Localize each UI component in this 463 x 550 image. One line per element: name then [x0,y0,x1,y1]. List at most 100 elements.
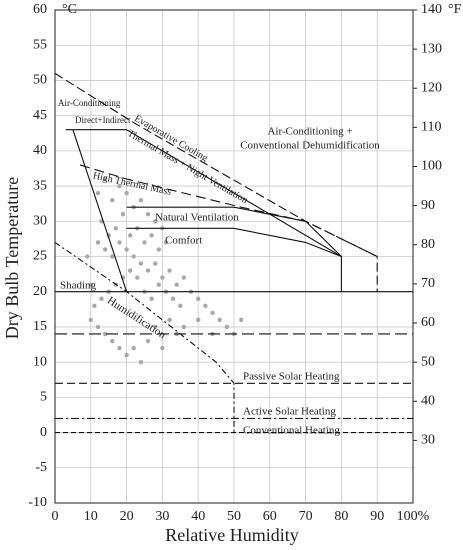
data-point [95,324,101,330]
zone-label: Active Solar Heating [243,406,336,418]
y2-tick-label: 100 [421,159,442,174]
data-point [224,324,230,330]
y-tick-label: 25 [33,249,47,264]
x-tick-label: 70 [299,509,313,524]
x-tick-label: 10 [84,509,98,524]
y2-tick-label: 110 [421,120,441,135]
y-tick-label: 40 [33,143,47,158]
x-tick-label: 40 [191,509,205,524]
data-point [163,240,169,245]
data-point [127,233,133,238]
zone-boundary [72,129,128,292]
data-point [95,190,101,196]
y2-tick-label: 40 [421,393,435,408]
data-point [117,240,122,245]
data-point [131,345,136,351]
data-point [124,247,129,252]
zone-label: Direct+Indirect [75,115,131,125]
data-point [196,317,201,323]
zone-boundary [65,129,342,292]
data-point [203,303,208,308]
data-point [153,219,158,224]
x-tick-label: 50 [227,509,241,524]
x-tick-label: 20 [120,509,134,524]
x-tick-label: 30 [155,509,169,524]
data-point [95,240,101,245]
data-point [145,212,151,217]
y2-tick-label: 70 [421,276,435,291]
y-tick-label: 60 [33,2,47,17]
data-point [149,233,154,238]
zone-boundary [54,241,235,433]
data-point [142,240,147,245]
y-tick-label: -10 [28,495,47,510]
data-point [145,338,151,344]
data-point [88,282,94,287]
y2-tick-label: 30 [421,433,435,448]
y-tick-label: 15 [33,319,47,334]
data-point [117,183,122,189]
data-point [124,190,129,196]
data-point [102,331,108,337]
data-point [167,268,172,273]
y2-tick-label: 80 [421,237,435,252]
data-point [102,247,108,252]
zone-label: Shading [60,280,97,292]
zone-label: Air-Conditioning + [267,126,352,138]
data-point [156,282,162,287]
data-point [113,226,119,231]
y2-tick-label: 90 [421,198,435,213]
x-axis-label: Relative Humidity [165,525,298,545]
zone-label: Air-Conditioning [58,98,121,108]
y-axis-label: Dry Bulb Temperature [2,177,22,339]
data-point [238,317,244,323]
data-point [181,275,187,280]
data-point [217,317,222,323]
y2-tick-label: 140 [421,2,442,17]
x-tick-label: 60 [263,509,277,524]
y-tick-label: 50 [33,73,47,88]
data-point [117,345,122,351]
data-point [138,197,144,203]
data-point [145,268,151,273]
data-point [110,338,115,344]
y-tick-label: 10 [33,354,47,369]
plot-frame [54,9,414,504]
data-point [174,282,179,287]
data-point [127,268,133,273]
data-point [153,324,158,330]
y-tick-label: 0 [40,425,47,440]
zone-boundary [126,206,342,257]
data-point [92,303,97,308]
data-point [124,352,129,358]
y2-tick-label: 120 [421,80,442,95]
zone-label: Natural Ventilation [155,212,239,224]
y2-tick-label: 50 [421,354,435,369]
data-point [138,261,144,266]
data-point [181,324,187,330]
data-point [196,296,201,301]
data-point [99,296,104,301]
x-tick-label: 0 [52,509,59,524]
zone-boundary [79,164,378,257]
y2-unit: °F [448,2,462,17]
y-tick-label: 30 [33,214,47,229]
data-point [138,359,144,365]
y2-tick-label: 130 [421,41,442,56]
data-point [149,296,154,301]
y2-tick-label: 60 [421,315,435,330]
zone-label: High Thermal Mass [92,170,172,197]
data-point [160,345,165,351]
data-point [210,310,215,316]
zone-label: Conventional Dehumidification [240,140,380,152]
zone-label: Passive Solar Heating [243,371,340,383]
x-tick-label: 90 [370,509,384,524]
x-tick-label: 80 [334,509,348,524]
data-point [110,254,115,259]
data-point [131,254,136,259]
y-tick-label: 55 [33,37,47,52]
data-point [178,303,183,308]
data-point [110,197,115,203]
